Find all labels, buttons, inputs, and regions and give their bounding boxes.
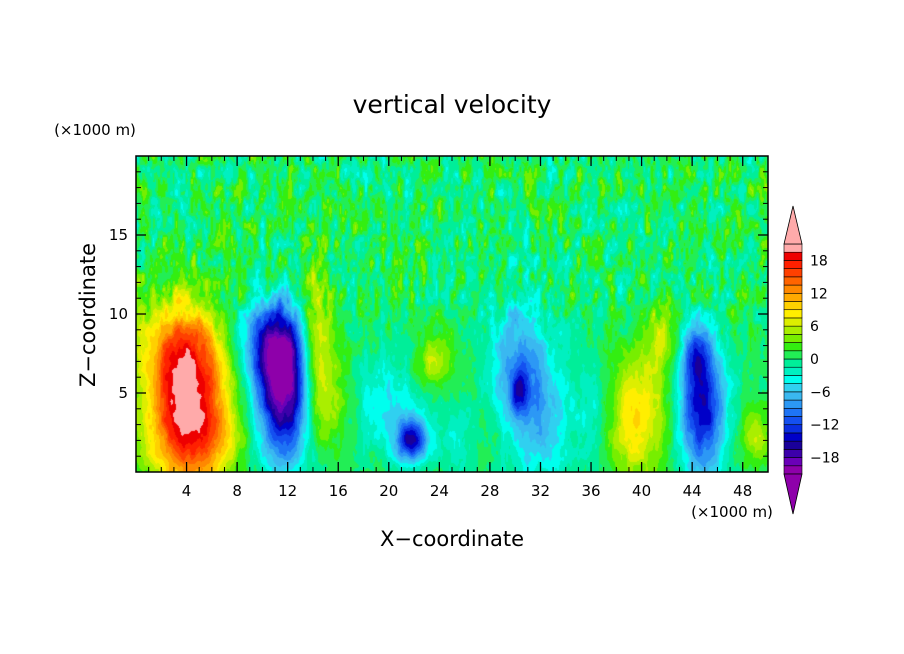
x-tick-label: 28 [480,482,499,500]
colorbar-segment [783,457,803,467]
colorbar-segment [783,350,803,360]
colorbar-segment [783,276,803,286]
colorbar-segment [783,309,803,319]
x-tick-label: 20 [379,482,398,500]
x-tick-label: 32 [531,482,550,500]
x-axis-label: X−coordinate [380,527,524,551]
colorbar-over-triangle [783,205,803,245]
colorbar-segment [783,391,803,401]
x-tick-label: 48 [733,482,752,500]
y-tick-label: 5 [118,384,128,402]
heatmap-field [136,156,768,472]
colorbar-segment [783,243,803,253]
colorbar-segment [783,292,803,302]
colorbar-segment [783,383,803,393]
colorbar-segment [783,432,803,442]
x-tick-label: 44 [683,482,702,500]
colorbar-tick-label: 18 [810,253,828,269]
y-axis-unit: (×1000 m) [54,121,136,139]
y-axis-label: Z−coordinate [76,243,100,387]
x-axis-unit: (×1000 m) [691,503,773,521]
colorbar: 18 12 6 0 −6 −12 −18 [783,205,840,515]
colorbar-segment [783,268,803,278]
colorbar-segment [783,358,803,368]
y-axis-ticks: 5 10 15 [109,171,768,457]
colorbar-tick-label: −12 [810,418,840,434]
colorbar-segment [783,416,803,426]
y-tick-label: 10 [109,305,128,323]
x-tick-label: 12 [278,482,297,500]
x-tick-label: 40 [632,482,651,500]
y-tick-label: 15 [109,226,128,244]
colorbar-segment [783,317,803,327]
colorbar-under-triangle [783,473,803,515]
x-tick-label: 4 [182,482,192,500]
colorbar-segment [783,284,803,294]
colorbar-segment [783,251,803,261]
colorbar-segment [783,334,803,343]
x-tick-label: 8 [232,482,242,500]
colorbar-segment [783,366,803,376]
x-tick-label: 36 [581,482,600,500]
colorbar-tick-label: −6 [810,385,831,401]
x-tick-label: 16 [329,482,348,500]
colorbar-segment [783,325,803,335]
colorbar-segment [783,424,803,434]
colorbar-tick-label: 6 [810,319,819,335]
colorbar-segment [783,407,803,417]
colorbar-segment [783,399,803,409]
colorbar-segment [783,301,803,311]
colorbar-segment [783,440,803,450]
x-tick-label: 24 [430,482,449,500]
chart-title: vertical velocity [353,90,552,119]
colorbar-tick-label: 0 [810,352,819,368]
colorbar-tick-label: −18 [810,451,840,467]
colorbar-segment [783,375,803,384]
colorbar-segment [783,260,803,269]
colorbar-segment [783,465,803,475]
x-axis-ticks: 4 8 12 16 20 24 28 32 36 40 44 48 [148,156,756,500]
colorbar-tick-label: 12 [810,286,828,302]
colorbar-segment [783,449,803,458]
colorbar-segment [783,342,803,352]
